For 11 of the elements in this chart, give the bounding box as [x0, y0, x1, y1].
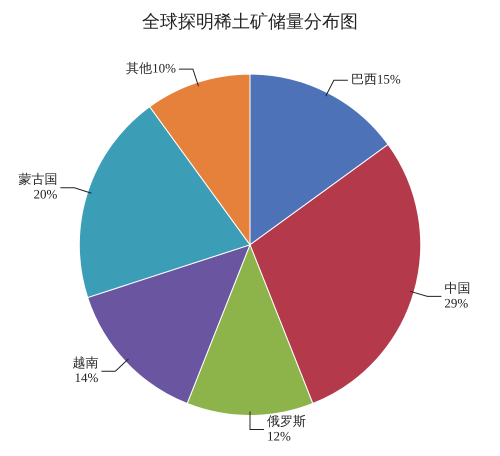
- data-label: 14%: [74, 370, 99, 386]
- chart-title: 全球探明稀土矿储量分布图: [142, 12, 358, 32]
- slice-label: 越南: [72, 355, 98, 370]
- data-label: 20%: [33, 186, 58, 202]
- slice-label: 蒙古国: [18, 172, 58, 187]
- data-label: 29%: [444, 295, 468, 310]
- slice-label: 巴西15%: [350, 72, 401, 87]
- slice-label: 俄罗斯: [267, 413, 306, 428]
- slice-label: 中国: [444, 280, 470, 296]
- data-label: 12%: [267, 428, 291, 444]
- slice-label: 其他10%: [126, 60, 176, 76]
